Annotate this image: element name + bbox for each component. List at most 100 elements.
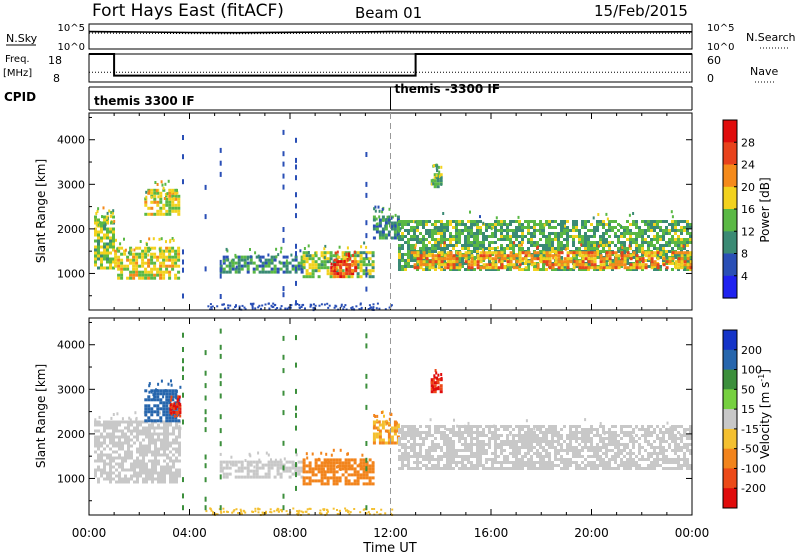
velocity-cell <box>497 434 500 437</box>
velocity-cell <box>560 434 563 437</box>
power-cell <box>488 254 492 258</box>
velocity-cell <box>163 468 166 472</box>
power-noise <box>300 306 303 308</box>
power-cell <box>390 221 394 225</box>
velocity-cell <box>145 432 148 436</box>
velocity-cell <box>572 449 575 452</box>
power-cell <box>345 266 349 270</box>
power-cell <box>413 266 417 270</box>
velocity-speck <box>435 376 438 380</box>
velocity-cell <box>647 434 650 437</box>
velocity-cell <box>608 431 611 434</box>
velocity-cell <box>422 437 425 440</box>
power-cell <box>372 224 376 228</box>
power-cell <box>323 254 327 258</box>
power-cell <box>527 265 530 268</box>
velocity-cell <box>557 449 560 452</box>
velocity-cell <box>139 429 142 433</box>
power-cell <box>464 244 467 247</box>
power-cell <box>575 226 578 229</box>
velocity-cell <box>605 455 608 458</box>
velocity-speck <box>525 419 528 423</box>
power-cell <box>246 264 250 268</box>
power-cell <box>572 229 575 232</box>
velocity-cell <box>279 472 283 476</box>
velocity-cell <box>142 480 145 484</box>
velocity-cell <box>446 458 449 461</box>
power-cell <box>674 266 678 270</box>
velocity-cell <box>338 458 342 462</box>
velocity-cell <box>497 455 500 458</box>
velocity-cell <box>175 480 178 484</box>
velocity-cell <box>638 443 641 446</box>
velocity-cell <box>308 467 312 471</box>
velocity-cell <box>300 460 304 464</box>
power-cell <box>677 244 680 247</box>
velocity-cell <box>455 449 458 452</box>
velocity-cell <box>168 392 172 396</box>
power-noise <box>260 307 262 310</box>
power-cell <box>339 263 343 267</box>
power-cell <box>521 238 524 241</box>
velocity-speck <box>373 424 376 428</box>
velocity-noise <box>320 512 323 515</box>
power-cell <box>300 258 304 262</box>
power-cell <box>288 270 292 274</box>
power-streak <box>282 237 285 243</box>
power-speck <box>112 209 115 213</box>
power-cell <box>476 226 479 229</box>
power-cell <box>662 229 665 232</box>
power-cell <box>455 241 458 244</box>
velocity-cell <box>641 455 644 458</box>
velocity-cell <box>222 475 226 479</box>
power-cell <box>563 265 566 268</box>
power-cell <box>668 260 672 264</box>
velocity-speck <box>432 378 435 382</box>
velocity-cell <box>154 432 157 436</box>
velocity-noise <box>209 508 212 510</box>
power-cell <box>470 268 473 271</box>
power-cell <box>141 255 145 259</box>
velocity-cell <box>518 461 521 464</box>
power-speck <box>437 178 439 182</box>
velocity-cell <box>326 476 330 480</box>
velocity-noise <box>332 507 335 510</box>
velocity-cell <box>425 464 428 467</box>
power-cell <box>581 257 585 261</box>
power-cell <box>455 229 458 232</box>
power-cell <box>482 238 485 241</box>
power-speck <box>323 256 326 260</box>
power-streak <box>295 157 297 163</box>
power-cell <box>168 200 172 204</box>
velocity-cell <box>335 470 339 474</box>
power-cell <box>326 266 330 270</box>
velocity-cell <box>112 441 115 445</box>
velocity-cell <box>127 423 130 427</box>
velocity-cell <box>240 463 244 467</box>
power-cell <box>665 266 669 270</box>
velocity-cell <box>521 461 524 464</box>
velocity-noise <box>326 509 329 512</box>
power-cell <box>106 257 109 261</box>
power-cell <box>413 244 416 247</box>
power-cell <box>100 224 103 228</box>
velocity-cell <box>512 452 515 455</box>
power-cell <box>439 173 443 177</box>
velocity-cell <box>350 467 354 471</box>
power-noise <box>284 307 287 310</box>
power-cell <box>527 229 530 232</box>
power-cell <box>581 220 584 223</box>
velocity-cell <box>653 467 656 470</box>
power-cell <box>135 273 139 277</box>
power-cell <box>455 260 459 264</box>
velocity-cell <box>539 440 542 443</box>
power-cell <box>605 229 608 232</box>
velocity-noise <box>280 509 283 512</box>
velocity-cell <box>156 392 160 396</box>
velocity-cell <box>527 431 530 434</box>
velocity-cell <box>169 444 172 448</box>
power-ylabel: Slant Range [km] <box>34 159 48 263</box>
velocity-cell <box>602 437 605 440</box>
velocity-cell <box>647 431 650 434</box>
freq-line <box>89 53 692 77</box>
